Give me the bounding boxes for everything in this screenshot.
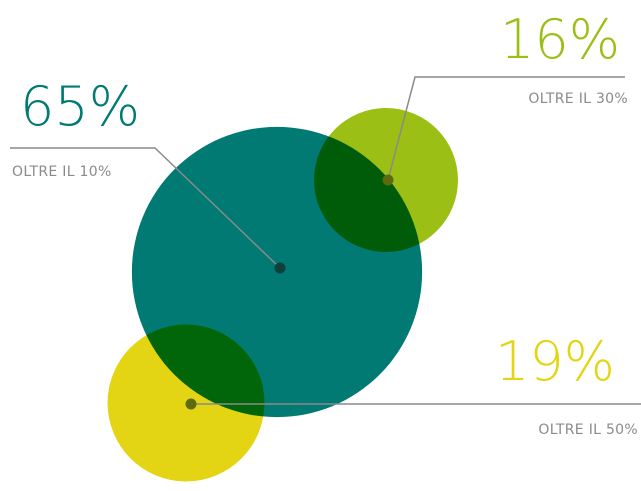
bubbles — [107, 108, 458, 482]
category-label: OLTRE IL 50% — [538, 422, 638, 438]
leader-line — [10, 147, 281, 269]
value-label: 65% — [20, 75, 140, 138]
value-label: 16% — [500, 8, 620, 71]
category-label: OLTRE IL 30% — [528, 91, 628, 107]
leader-line — [387, 76, 625, 181]
category-label: OLTRE IL 10% — [12, 164, 112, 180]
value-label: 19% — [495, 330, 615, 393]
anchor-dot — [274, 262, 286, 274]
anchor-dot — [382, 174, 394, 186]
anchor-dot — [185, 398, 197, 410]
